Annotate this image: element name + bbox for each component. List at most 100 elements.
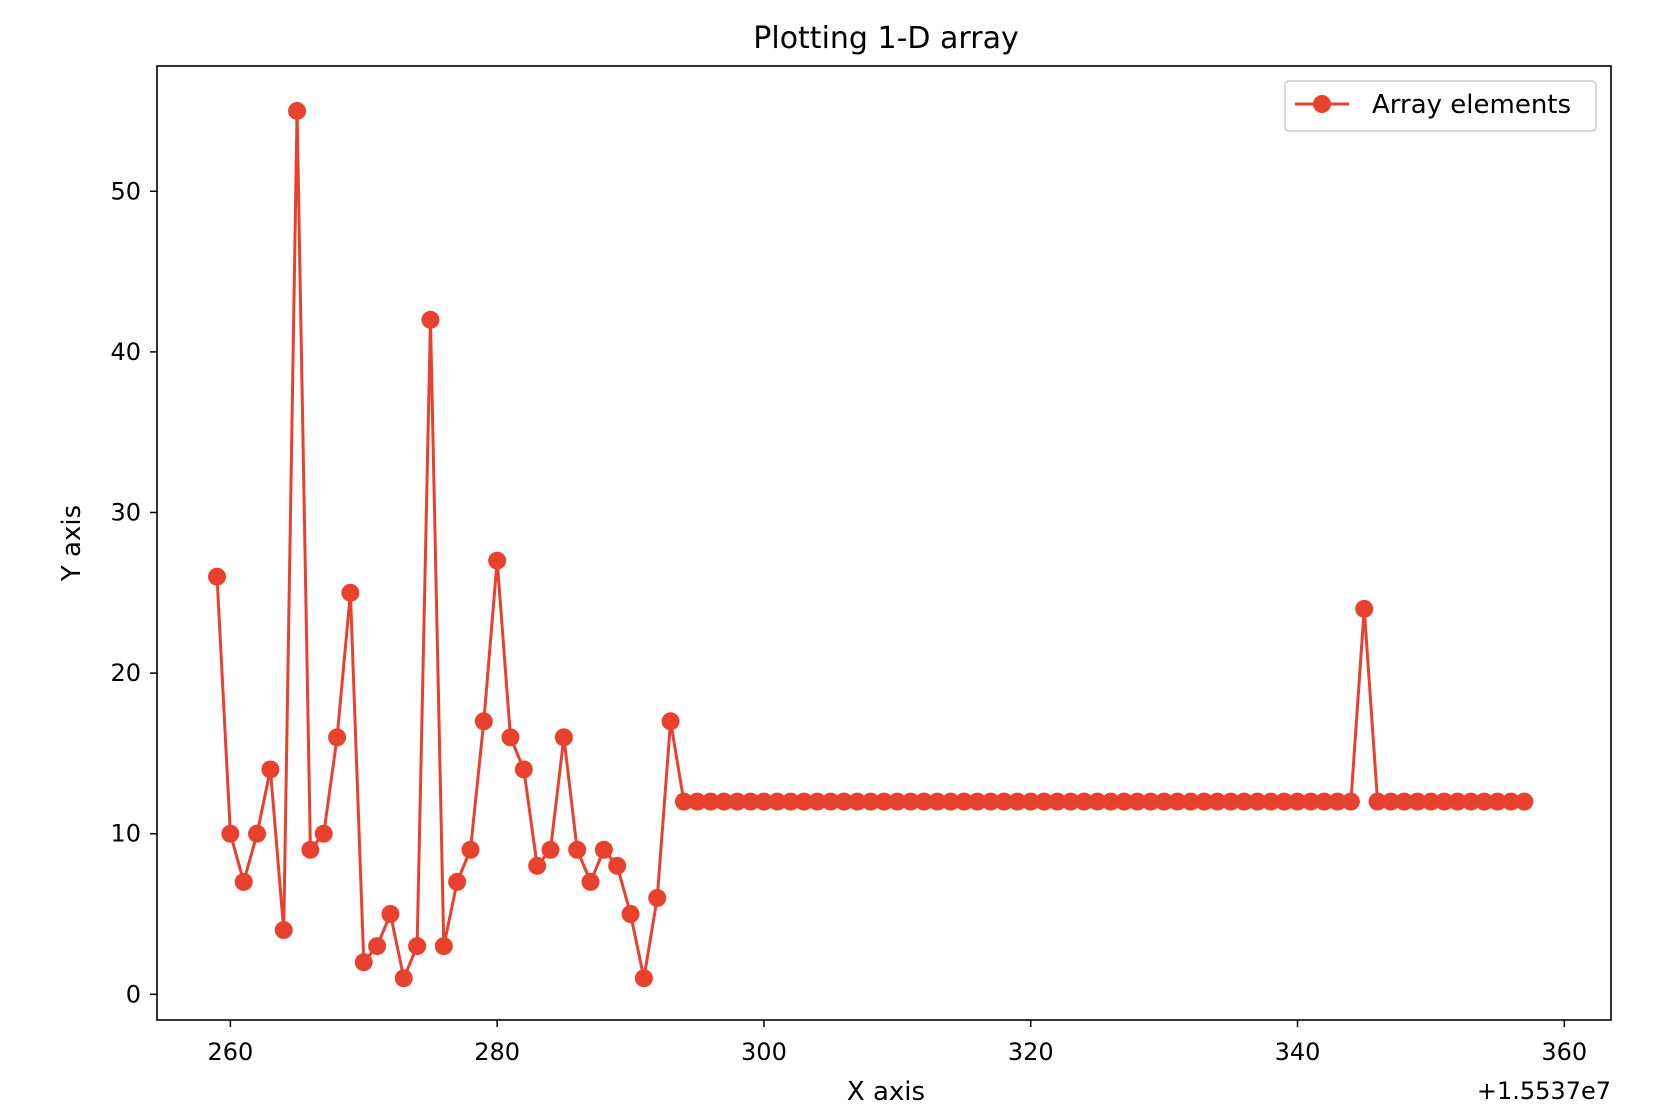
data-point (1368, 792, 1387, 811)
data-point (1181, 792, 1200, 811)
data-point (848, 792, 867, 811)
data-point (221, 824, 240, 843)
data-point (1248, 792, 1267, 811)
data-point (354, 953, 373, 972)
data-point (514, 760, 533, 779)
data-point (701, 792, 720, 811)
x-axis-label: X axis (847, 1077, 925, 1107)
data-point (1275, 792, 1294, 811)
legend: Array elements (1284, 80, 1597, 132)
data-point (634, 969, 653, 988)
data-point (741, 792, 760, 811)
data-point (368, 937, 387, 956)
data-point (861, 792, 880, 811)
data-point (941, 792, 960, 811)
data-point (488, 551, 507, 570)
data-point (608, 856, 627, 875)
data-point (1488, 792, 1507, 811)
x-offset-label: +1.5537e7 (1477, 1077, 1611, 1105)
data-point (928, 792, 947, 811)
data-point (1208, 792, 1227, 811)
y-tick-label: 30 (110, 498, 141, 526)
data-point (234, 872, 253, 891)
data-point (1061, 792, 1080, 811)
y-tick-label: 40 (110, 338, 141, 366)
y-tick-label: 50 (110, 177, 141, 205)
data-point (754, 792, 773, 811)
data-point (768, 792, 787, 811)
data-point (341, 583, 360, 602)
data-point (1088, 792, 1107, 811)
data-point (1155, 792, 1174, 811)
data-point (1421, 792, 1440, 811)
data-point (674, 792, 693, 811)
data-point (1168, 792, 1187, 811)
x-tick-label: 260 (207, 1038, 253, 1066)
data-point (274, 921, 293, 940)
data-point (448, 872, 467, 891)
data-point (1261, 792, 1280, 811)
data-point (394, 969, 413, 988)
data-point (714, 792, 733, 811)
data-point (1035, 792, 1054, 811)
data-point (981, 792, 1000, 811)
x-tick-label: 280 (474, 1038, 520, 1066)
data-point (288, 101, 307, 120)
data-point (1448, 792, 1467, 811)
data-point (261, 760, 280, 779)
data-point (661, 712, 680, 731)
data-point (581, 872, 600, 891)
x-tick-label: 360 (1541, 1038, 1587, 1066)
data-point (314, 824, 333, 843)
data-point (901, 792, 920, 811)
data-point (794, 792, 813, 811)
legend-entry-label: Array elements (1372, 90, 1571, 120)
data-point (1221, 792, 1240, 811)
legend-marker-swatch (1313, 95, 1331, 113)
data-point (381, 905, 400, 923)
data-point (1395, 792, 1414, 811)
data-point (1195, 792, 1214, 811)
y-tick-label: 0 (126, 980, 141, 1008)
data-point (621, 905, 640, 923)
data-point (915, 792, 934, 811)
data-point (1128, 792, 1147, 811)
data-point (1288, 792, 1307, 811)
data-point (728, 792, 747, 811)
y-tick-label: 10 (110, 820, 141, 848)
data-point (781, 792, 800, 811)
data-point (1008, 792, 1027, 811)
data-point (648, 888, 667, 907)
data-point (1461, 792, 1480, 811)
data-point (328, 728, 347, 747)
data-point (541, 840, 560, 859)
x-tick-label: 340 (1275, 1038, 1321, 1066)
data-point (501, 728, 520, 747)
data-point (888, 792, 907, 811)
data-point (1101, 792, 1120, 811)
data-point (1301, 792, 1320, 811)
data-point (1021, 792, 1040, 811)
data-point (1475, 792, 1494, 811)
data-point (568, 840, 587, 859)
data-point (1381, 792, 1400, 811)
chart-title: Plotting 1-D array (753, 21, 1018, 56)
data-point (1235, 792, 1254, 811)
data-point (208, 567, 227, 586)
series-layer (208, 101, 1534, 988)
data-point (955, 792, 974, 811)
x-tick-label: 320 (1008, 1038, 1054, 1066)
data-point (1435, 792, 1454, 811)
data-point (1315, 792, 1334, 811)
data-point (1355, 599, 1374, 618)
data-point (1515, 792, 1534, 811)
y-axis-label: Y axis (57, 505, 87, 582)
x-axis-ticks: 260 280 300 320 340 360 (207, 1020, 1587, 1066)
data-point (995, 792, 1014, 811)
data-point (434, 937, 453, 956)
axes-frame (156, 65, 1612, 1021)
data-point (1115, 792, 1134, 811)
data-point (594, 840, 613, 859)
legend-box (1284, 80, 1597, 132)
